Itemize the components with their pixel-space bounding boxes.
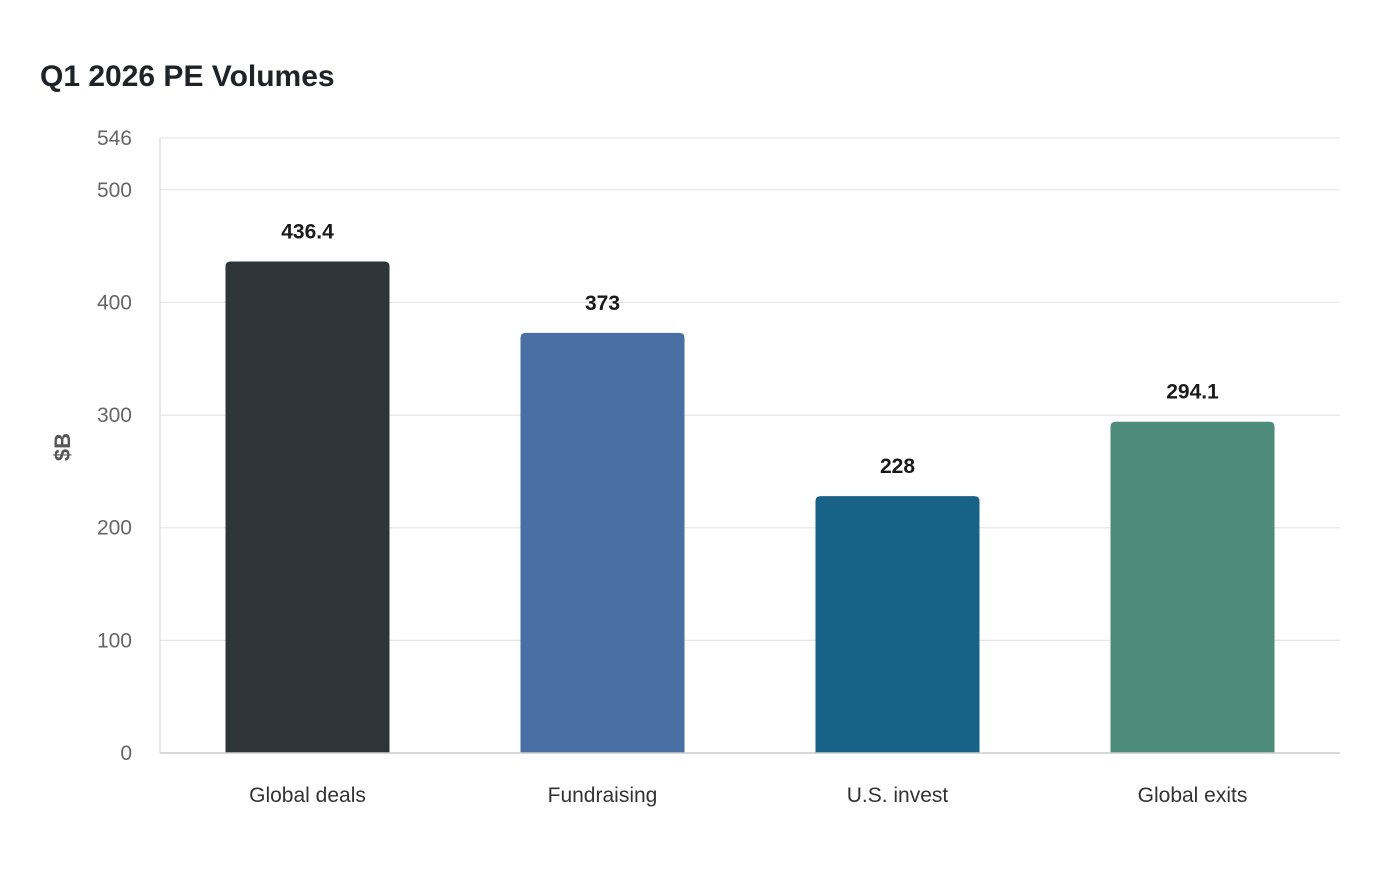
bar-global-deals <box>225 261 390 753</box>
bar-fundraising <box>520 332 685 753</box>
bars <box>225 261 1275 753</box>
y-tick-label: 500 <box>97 179 132 202</box>
x-category-label: Fundraising <box>548 784 658 807</box>
y-tick-label: 100 <box>97 629 132 652</box>
y-tick-label: 0 <box>120 742 132 765</box>
y-tick-label: 546 <box>97 127 132 150</box>
labels: 0 100 200 300 400 500 546 436.4 Global deals 373 F… <box>97 127 1340 807</box>
x-category-label: Global deals <box>249 784 366 807</box>
data-label: 294.1 <box>1166 381 1219 404</box>
bar-u-s-invest <box>815 496 980 753</box>
data-label: 373 <box>585 292 620 315</box>
x-category-label: U.S. invest <box>847 784 949 807</box>
y-tick-label: 300 <box>97 404 132 427</box>
y-tick-label: 400 <box>97 291 132 314</box>
x-category-label: Global exits <box>1138 784 1248 807</box>
bar-global-exits <box>1110 421 1275 753</box>
data-label: 228 <box>880 455 915 478</box>
y-axis-title: $B <box>50 433 75 461</box>
y-tick-label: 200 <box>97 517 132 540</box>
chart-title: Q1 2026 PE Volumes <box>40 60 335 93</box>
data-label: 436.4 <box>281 220 334 243</box>
